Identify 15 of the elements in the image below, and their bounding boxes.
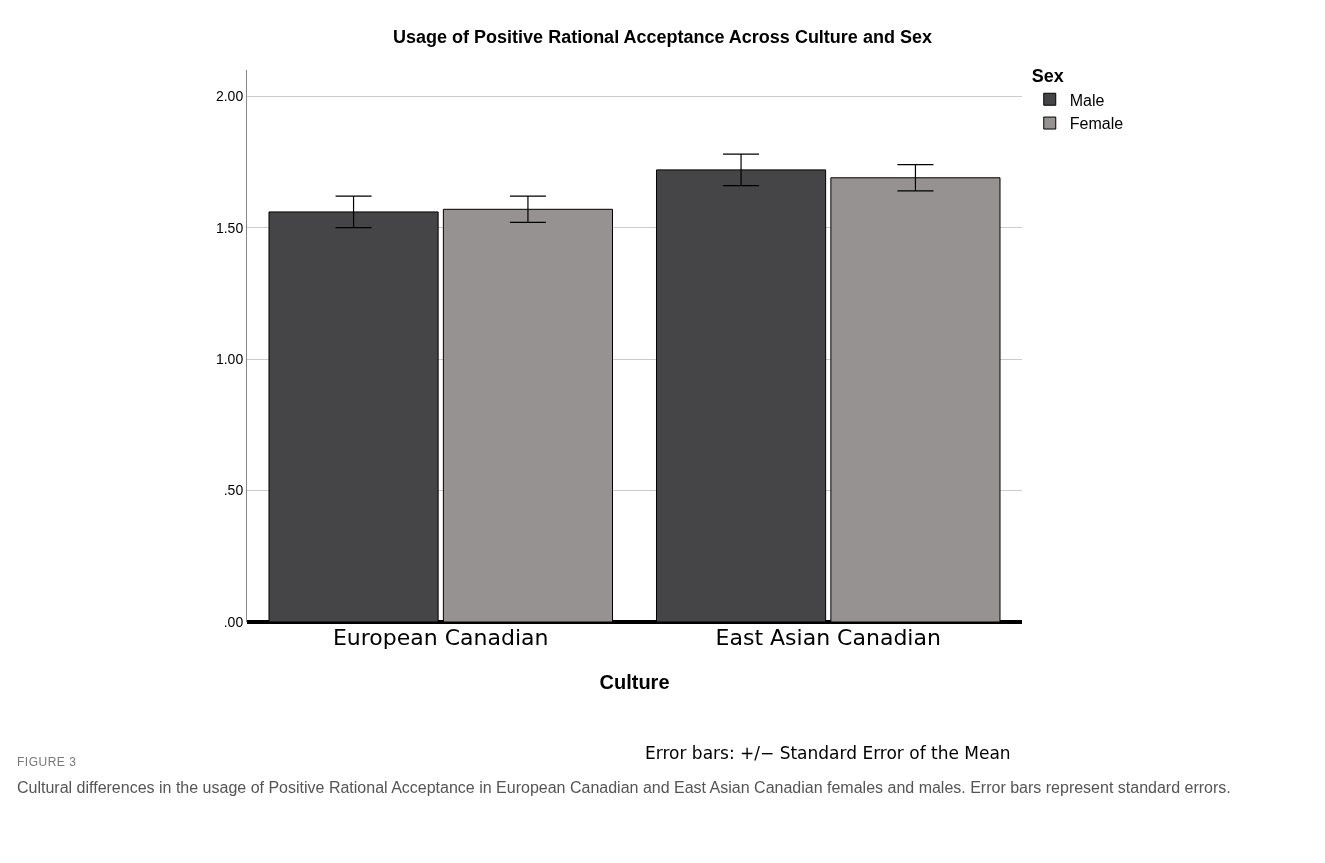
legend-label: Female: [1069, 115, 1124, 133]
legend-label: Male: [1069, 91, 1105, 109]
x-tick-label: East Asian Canadian: [715, 625, 941, 650]
y-tick-label: 2.00: [215, 88, 244, 105]
y-tick-label: 1.50: [215, 219, 244, 236]
text: Error bars: +/− Standard Error of the Mean: [645, 743, 1011, 763]
x-axis-title: Culture: [599, 670, 670, 693]
chart-title: Usage of Positive Rational Acceptance Across Culture and Sex: [393, 26, 932, 47]
y-tick-label: 1.00: [215, 351, 244, 368]
y-tick-label: .50: [223, 482, 244, 499]
legend-title: Sex: [1031, 66, 1064, 87]
text: Cultural differences in the usage of Positive Rational Acceptance in European Canadian and East Asian Canadian females and males. Error bars represent standard errors.: [17, 778, 1232, 798]
x-tick-label: European Canadian: [332, 625, 549, 650]
y-tick-label: .00: [223, 613, 244, 630]
caption: FIGURE 3: [17, 755, 77, 769]
